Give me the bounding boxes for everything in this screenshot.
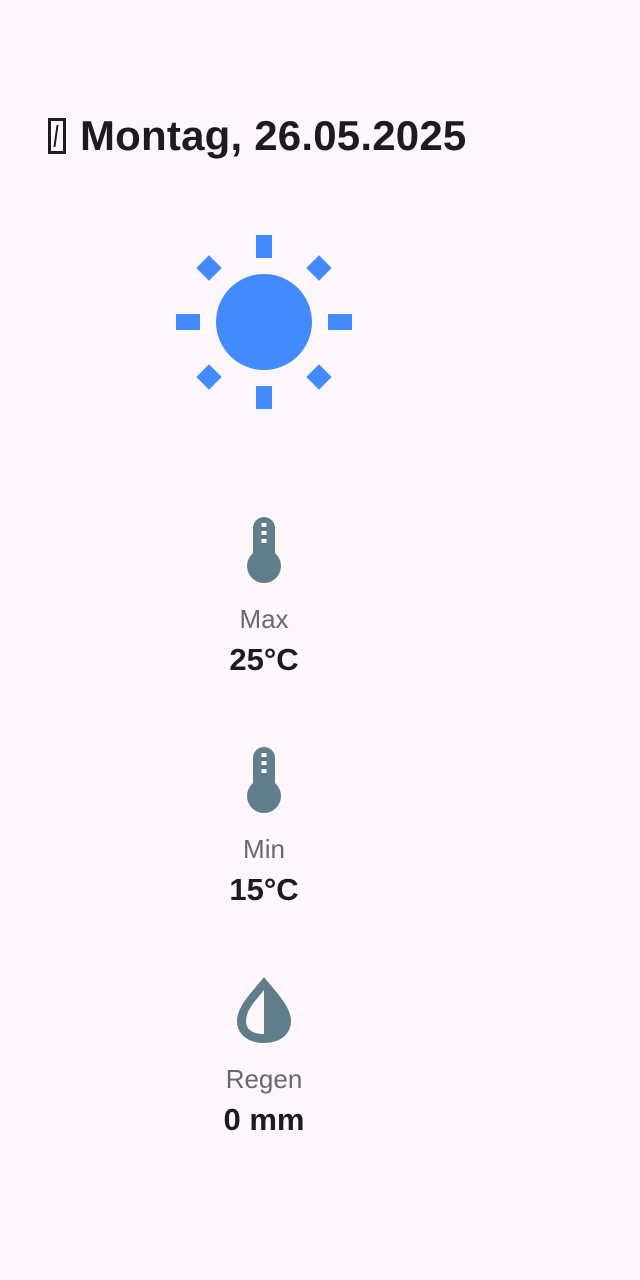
max-value: 25°C [229,642,299,677]
missing-glyph-icon [48,118,66,154]
water-drop-icon [237,977,291,1043]
page-title: Montag, 26.05.2025 [48,108,466,164]
date-label: Montag, 26.05.2025 [80,112,467,159]
min-value: 15°C [229,872,299,907]
max-temperature-card: Max 25°C [164,515,364,679]
thermometer-icon [247,517,281,583]
min-label: Min [243,834,285,864]
rain-label: Regen [225,1064,303,1094]
rain-value: 0 mm [223,1102,305,1137]
sun-icon [176,235,352,409]
thermometer-icon [247,747,281,813]
rain-card: Regen 0 mm [164,975,364,1139]
min-temperature-card: Min 15°C [164,745,364,909]
max-label: Max [239,604,289,634]
